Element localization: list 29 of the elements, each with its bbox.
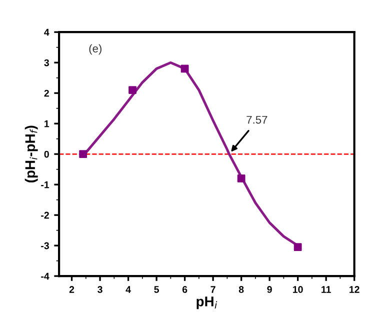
x-tick-label: 2 xyxy=(69,286,74,293)
point xyxy=(294,243,302,252)
x-tick-label: 3 xyxy=(98,286,102,293)
x-tick-label: 5 xyxy=(154,286,159,293)
x-tick-label: 10 xyxy=(293,286,303,293)
point xyxy=(180,64,189,73)
x-tick-label: 12 xyxy=(350,286,360,293)
x-tick-label: 4 xyxy=(126,286,131,293)
point xyxy=(79,150,88,158)
y-tick-label: 0 xyxy=(44,150,49,158)
y-tick-label: -4 xyxy=(41,272,50,280)
x-tick-label: 6 xyxy=(182,286,188,293)
y-tick-label: 2 xyxy=(44,90,49,97)
x-tick-label: 8 xyxy=(238,286,244,293)
x-tick-label: 11 xyxy=(322,286,331,293)
point xyxy=(128,86,136,94)
x-axis-title: pH$_{i}$ xyxy=(196,296,218,310)
y-tick-label: 3 xyxy=(44,59,49,66)
x-tick-label: 7 xyxy=(210,286,216,293)
annotation: (e) xyxy=(89,44,102,55)
y-tick-label: -1 xyxy=(41,181,50,188)
y-tick-label: -2 xyxy=(41,212,49,219)
annotation: 7.57 xyxy=(246,116,268,124)
x-tick-label: 9 xyxy=(267,286,272,293)
y-tick-label: -3 xyxy=(41,242,49,250)
y-tick-label: 4 xyxy=(44,28,50,36)
point xyxy=(237,174,246,182)
y-tick-label: 1 xyxy=(44,120,50,128)
y-axis-title: (pH$_{i}$-pH$_{f}$) xyxy=(24,126,38,182)
